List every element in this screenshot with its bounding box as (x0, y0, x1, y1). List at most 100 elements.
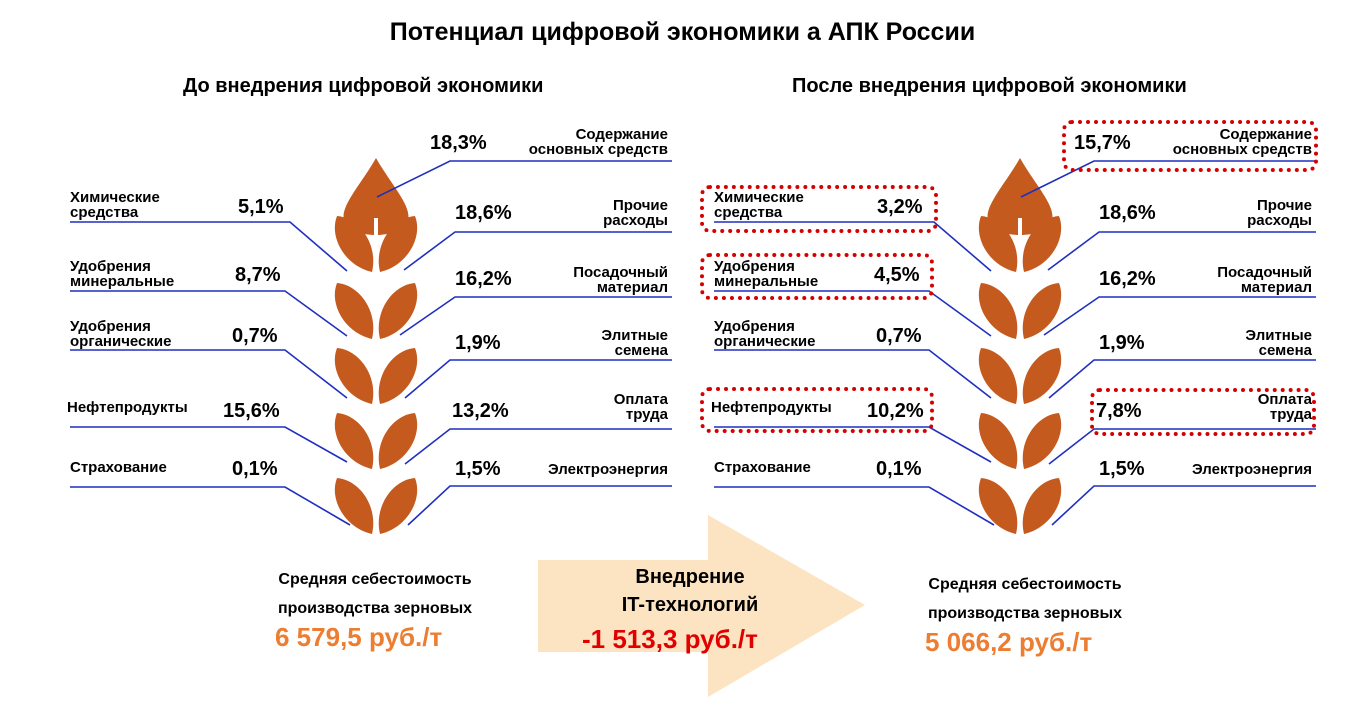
before-item-10-label: Страхование (70, 460, 167, 475)
before-wheat-grain-left-5 (334, 478, 374, 534)
before-wheat-grain-left-1 (334, 216, 374, 272)
after-item-10-value: 0,1% (876, 458, 922, 480)
before-wheat-grain-left-2 (334, 283, 374, 339)
after-item-9-highlight-box (1090, 388, 1316, 436)
after-item-11-value: 1,5% (1099, 458, 1145, 480)
after-item-4-value: 4,5% (874, 264, 920, 286)
before-item-2-connector (70, 221, 348, 272)
before-item-11-label: Электроэнергия (548, 462, 668, 477)
after-item-4-label-line-1: Удобрения (714, 258, 795, 275)
after-wheat-grain-right-5 (1022, 478, 1062, 534)
after-item-8-highlight-box (700, 387, 934, 433)
before-item-6-label-line-1: Удобрения (70, 318, 151, 335)
after-item-4-highlight-box (700, 253, 934, 300)
after-item-9-label-line-1: Оплата (1257, 391, 1312, 408)
before-item-6-value: 0,7% (232, 325, 278, 347)
before-item-6-connector (70, 349, 348, 399)
before-item-4-connector (70, 290, 348, 337)
before-item-5-label-line-2: материал (596, 279, 668, 296)
before-item-9-label-line-1: Оплата (613, 391, 668, 408)
before-wheat-grain-right-5 (378, 478, 418, 534)
after-item-3-label: Прочие расходы (1247, 198, 1312, 228)
after-item-4-label-line-2: минеральные (714, 273, 819, 290)
before-wheat-grain-right-2 (378, 283, 418, 339)
before-item-7-label: Элитные семена (601, 328, 668, 358)
after-item-5-label-line-2: материал (1240, 279, 1312, 296)
after-item-7-label-line-1: Элитные (1245, 327, 1312, 344)
after-item-10-label-line-1: Страхование (714, 459, 811, 476)
after-item-5-connector (1043, 296, 1316, 336)
after-wheat-grain-right-1 (1022, 216, 1062, 272)
after-item-1-highlight-box (1062, 120, 1318, 172)
before-item-5-connector (399, 296, 672, 336)
before-wheat-grain-right-1 (378, 216, 418, 272)
before-item-11-label-line-1: Электроэнергия (547, 461, 668, 478)
before-item-2-label-line-2: средства (70, 204, 139, 221)
before-item-4-value: 8,7% (235, 264, 281, 286)
before-item-1-label-line-1: Содержание (575, 126, 668, 143)
before-item-7-connector (404, 359, 672, 399)
before-item-9-label-line-2: труда (625, 406, 668, 423)
after-item-11-label-line-1: Электроэнергия (1191, 461, 1312, 478)
before-item-5-label: Посадочный материал (573, 265, 668, 295)
before-item-6-label-line-2: органические (70, 333, 172, 350)
before-wheat-grain-right-4 (378, 413, 418, 469)
before-item-5-value: 16,2% (455, 268, 512, 290)
after-item-8-value: 10,2% (867, 400, 924, 422)
before-item-11-value: 1,5% (455, 458, 501, 480)
after-item-1-label: Содержание основных средств (1173, 127, 1312, 157)
after-item-3-value: 18,6% (1099, 202, 1156, 224)
after-wheat-grain-right-2 (1022, 283, 1062, 339)
before-item-2-label-line-1: Химические (70, 189, 160, 206)
after-item-4-label: Удобрения минеральные (714, 259, 818, 289)
before-item-9-connector (404, 428, 672, 465)
before-item-8-value: 15,6% (223, 400, 280, 422)
before-wheat-grain-left-4 (334, 413, 374, 469)
after-item-9-label: Оплата труда (1258, 392, 1312, 422)
after-item-2-label-line-2: средства (714, 204, 783, 221)
before-item-4-label: Удобрения минеральные (70, 259, 174, 289)
after-item-1-label-line-2: основных средств (1172, 141, 1312, 158)
before-item-8-label-line-1: Нефтепродукты (67, 399, 188, 416)
after-item-3-label-line-2: расходы (1247, 212, 1312, 229)
before-item-1-value: 18,3% (430, 132, 487, 154)
before-cost-label: Средняя себестоимость производства зерно… (277, 571, 473, 617)
after-wheat-grain-left-5 (978, 478, 1018, 534)
after-item-2-value: 3,2% (877, 196, 923, 218)
after-item-1-value: 15,7% (1074, 132, 1131, 154)
after-item-6-label-line-1: Удобрения (714, 318, 795, 335)
after-item-11-label: Электроэнергия (1192, 462, 1312, 477)
after-item-6-connector (714, 349, 992, 399)
after-wheat-grain-right-3 (1022, 348, 1062, 404)
before-item-2-value: 5,1% (238, 196, 284, 218)
after-item-6-value: 0,7% (876, 325, 922, 347)
before-item-5-label-line-1: Посадочный (573, 264, 668, 281)
after-item-6-label: Удобрения органические (714, 319, 815, 349)
after-wheat-grain-left-2 (978, 283, 1018, 339)
before-item-3-label-line-1: Прочие (612, 197, 668, 214)
after-item-8-label: Нефтепродукты (711, 400, 832, 415)
after-subtitle: После внедрения цифровой экономики (792, 75, 1187, 97)
after-item-7-connector (1048, 359, 1316, 399)
before-item-1-connector (376, 160, 672, 198)
process-arrow-shape (538, 515, 865, 697)
after-item-5-value: 16,2% (1099, 268, 1156, 290)
before-item-7-label-line-1: Элитные (601, 327, 668, 344)
after-item-2-label: Химические средства (714, 190, 804, 220)
after-item-2-label-line-1: Химические (714, 189, 804, 206)
after-wheat-grain-left-4 (978, 413, 1018, 469)
before-item-3-value: 18,6% (455, 202, 512, 224)
after-item-2-highlight-box (700, 185, 938, 233)
before-item-1-label: Содержание основных средств (529, 127, 668, 157)
after-item-6-label-line-2: органические (714, 333, 816, 350)
after-item-11-connector (1051, 485, 1316, 526)
after-item-3-connector (1047, 231, 1316, 271)
after-item-1-label-line-1: Содержание (1219, 126, 1312, 143)
after-item-10-label: Страхование (714, 460, 811, 475)
after-item-1-connector (1020, 160, 1316, 198)
page-title: Потенциал цифровой экономики а АПК Росси… (389, 18, 976, 46)
before-item-7-label-line-2: семена (614, 342, 668, 359)
before-item-1-label-line-2: основных средств (528, 141, 668, 158)
before-item-4-label-line-1: Удобрения (70, 258, 151, 275)
